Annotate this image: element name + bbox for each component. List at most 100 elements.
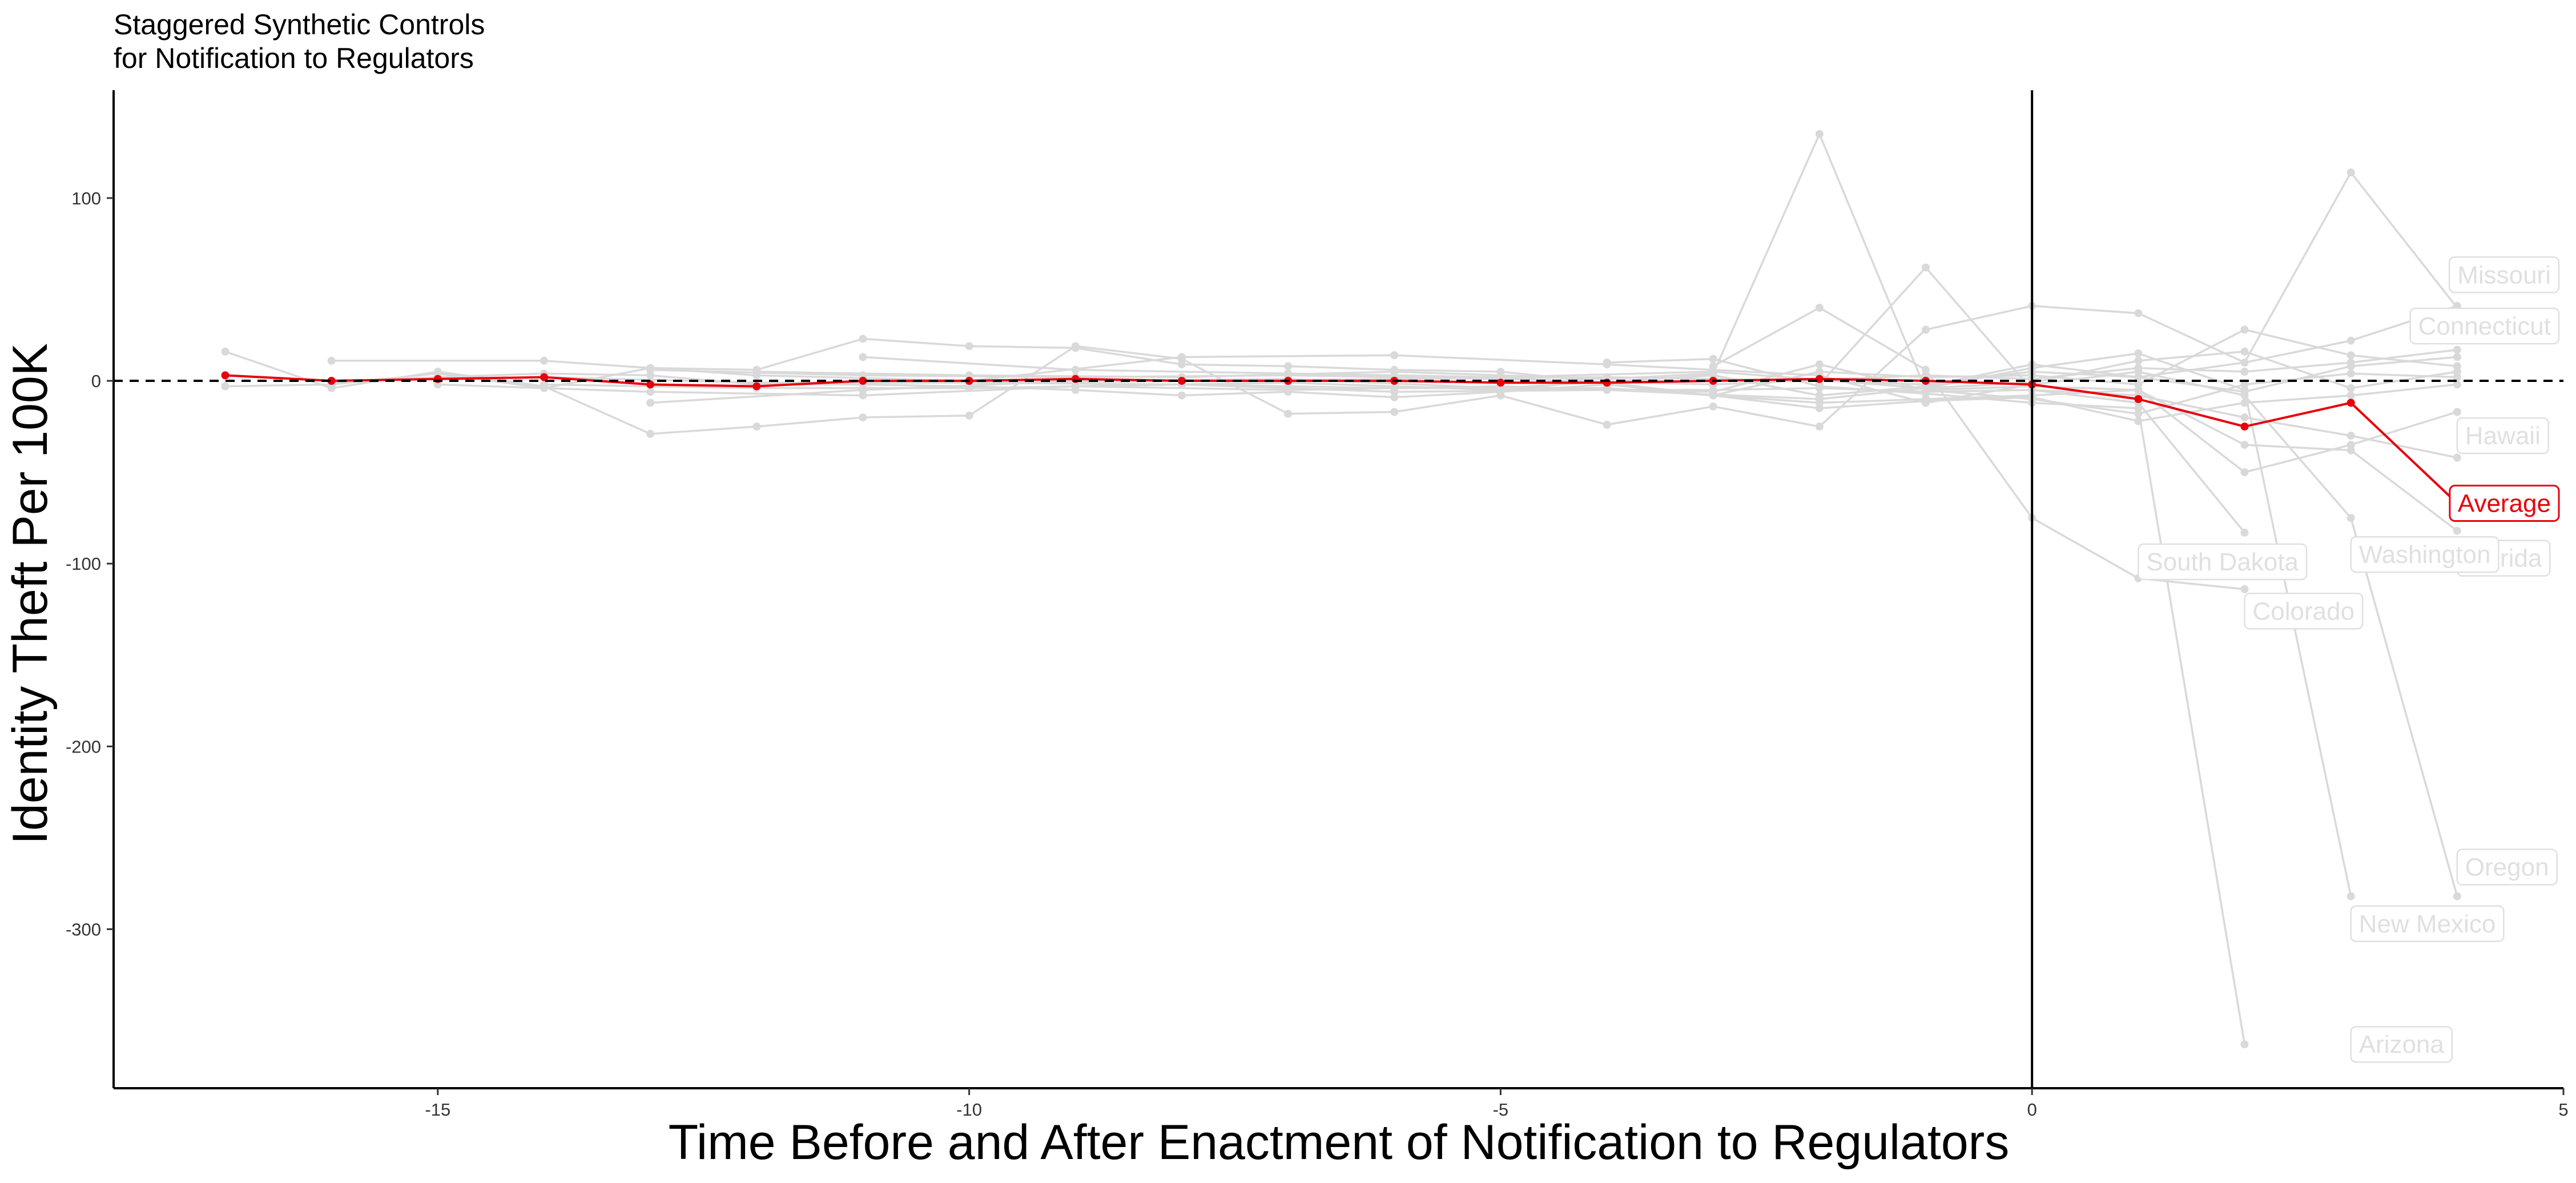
data-point-state-11-8 [1071,344,1080,352]
series-arizona [1603,355,2249,1049]
data-point-state-11-4 [646,364,655,372]
label-colorado: Colorado [2244,593,2364,630]
data-point-washington-1 [965,371,973,380]
chart-title-line-2: for Notification to Regulators [114,42,474,74]
data-point-arizona-5 [2134,404,2143,413]
data-point-oregon-2 [752,371,761,380]
data-point-state-10-18 [2134,309,2143,317]
data-point-south-dakota-5 [2240,585,2249,593]
data-point-state-11-15 [1815,368,1824,376]
reference-lines [114,90,2563,1088]
label-text-oregon: Oregon [2465,854,2549,882]
data-point-state-14-11 [2346,384,2355,392]
label-missouri: Missouri [2448,256,2560,293]
label-text-colorado: Colorado [2253,597,2355,625]
label-arizona: Arizona [2350,1025,2453,1063]
label-text-washington: Washington [2359,541,2491,569]
data-point-new-mexico-7 [2134,349,2143,357]
data-point-state-10-15 [1815,422,1824,431]
data-point-average-19 [2240,422,2249,431]
series-new-mexico [859,349,2355,900]
label-box-new-mexico [2350,905,2505,943]
data-point-state-11-19 [2240,325,2249,334]
data-point-state-15-11 [2346,362,2355,371]
data-point-new-mexico-1 [1071,365,1080,374]
series-line-state-10 [224,171,2458,435]
data-point-missouri-11 [2346,336,2355,345]
data-point-average-4 [646,380,655,389]
data-point-state-10-9 [1177,355,1186,363]
data-point-washington-12 [2453,408,2461,416]
data-point-state-11-7 [965,342,973,351]
series-line-arizona [1607,357,2246,1045]
series-labels: AverageMissouriConnecticutHawaiiFloridaW… [2138,256,2560,1063]
data-point-state-13-7 [1815,360,1824,369]
chart-title-line-1: Staggered Synthetic Controls [114,9,485,41]
data-point-oregon-0 [327,356,336,365]
data-point-hawaii-8 [2240,413,2249,422]
data-point-state-10-5 [752,422,761,431]
y-tick-label-0: 0 [91,371,101,391]
label-text-connecticut: Connecticut [2418,312,2551,340]
data-point-oregon-12 [2346,514,2355,522]
data-point-average-9 [1177,377,1186,385]
data-point-hawaii-9 [2346,432,2355,440]
data-point-south-dakota-2 [1922,365,1930,374]
data-point-state-13-2 [859,391,867,400]
data-point-arizona-1 [1709,355,1717,363]
data-point-arizona-6 [2240,1040,2249,1049]
data-point-state-15-10 [2240,388,2249,396]
data-point-state-11-10 [1284,362,1293,371]
label-text-arizona: Arizona [2359,1031,2445,1059]
y-tick-label-100: 100 [71,188,101,208]
data-point-state-14-0 [540,380,548,389]
data-point-average-3 [540,373,548,381]
data-point-state-15-0 [646,399,655,407]
label-box-south-dakota [2138,543,2308,581]
label-box-average [2449,485,2560,522]
data-point-colorado-1 [1922,263,1930,272]
label-hawaii: Hawaii [2456,417,2550,454]
label-new-mexico: New Mexico [2350,905,2505,943]
data-point-average-6 [859,377,867,385]
series-line-new-mexico [863,352,2352,897]
data-point-state-10-11 [1390,408,1399,416]
data-point-state-10-13 [1603,420,1611,429]
data-point-state-13-10 [2134,409,2143,418]
data-point-state-15-4 [1496,384,1505,392]
series-line-hawaii [1075,381,2458,459]
label-average: Average [2449,485,2560,522]
data-point-washington-11 [2346,441,2355,449]
data-point-state-10-6 [859,413,867,422]
data-point-state-15-1 [859,386,867,394]
data-point-state-11-0 [221,382,230,391]
data-point-connecticut-11 [2453,345,2461,354]
label-box-connecticut [2409,307,2560,345]
data-point-state-13-0 [433,380,442,389]
axes: -15 -10 -5 0 5 100 0 -100 -200 -300 [66,90,2569,1120]
data-point-new-mexico-0 [859,353,867,361]
label-box-missouri [2448,256,2560,293]
data-point-state-15-6 [1815,391,1824,400]
data-point-oregon-10 [2134,368,2143,376]
data-point-average-5 [752,382,761,391]
y-axis-title: Identity Theft Per 100K [3,343,58,844]
plot-area [221,130,2461,1049]
data-point-state-10-10 [1284,409,1293,418]
data-point-arizona-2 [1815,382,1824,391]
data-point-state-15-9 [2134,373,2143,381]
label-connecticut: Connecticut [2409,307,2560,345]
data-point-state-10-4 [646,429,655,438]
label-box-arizona [2350,1025,2453,1063]
data-point-washington-10 [2240,468,2249,477]
label-box-oregon [2456,848,2558,886]
data-point-state-13-13 [2453,373,2461,381]
data-point-state-12-14 [1815,404,1824,413]
data-point-state-12-18 [2240,399,2249,407]
data-point-south-dakota-0 [1709,362,1717,371]
data-point-state-11-21 [2453,362,2461,371]
data-point-state-14-12 [2453,368,2461,376]
y-tick-label--300: -300 [66,919,101,939]
label-box-colorado [2244,593,2364,630]
